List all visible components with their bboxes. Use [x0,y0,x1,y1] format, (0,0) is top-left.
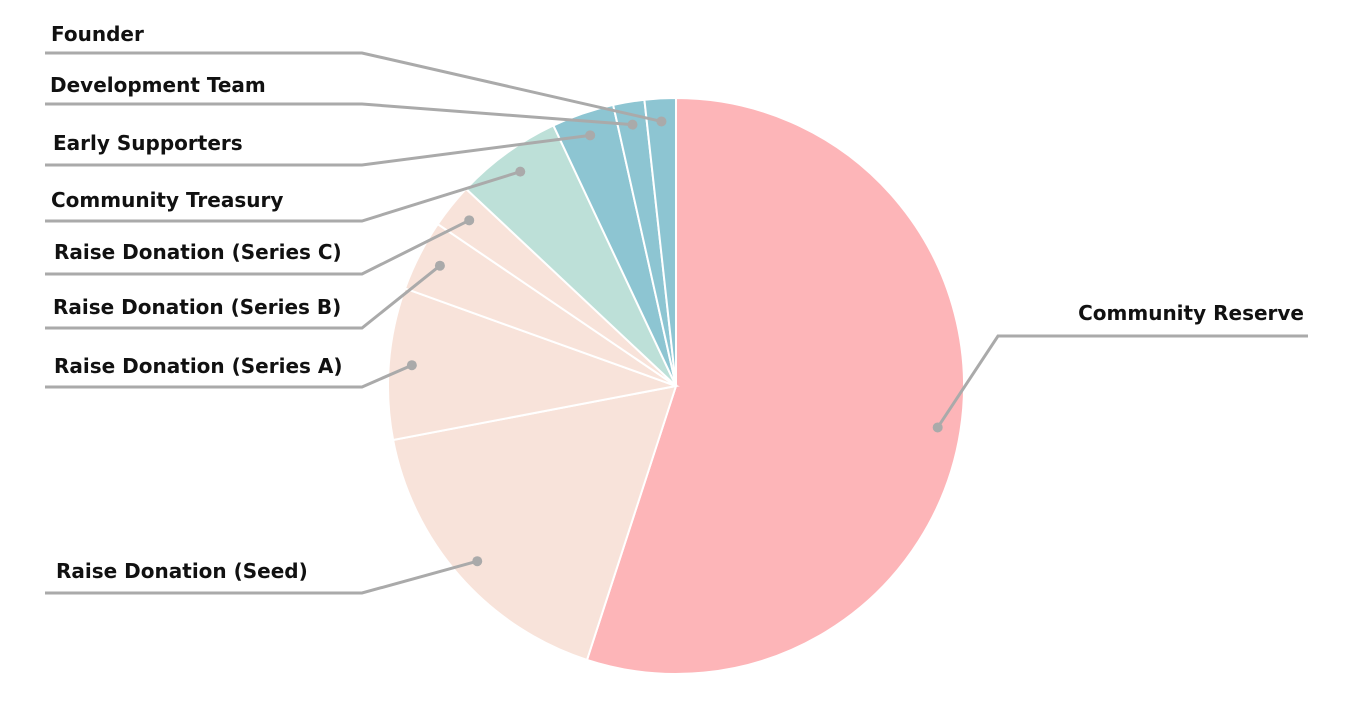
leader-line [45,133,591,167]
leader-line [45,51,662,123]
slice-label: Raise Donation (Seed) [56,559,308,583]
leader-line [45,170,521,223]
pie-slice [585,96,965,675]
pie-slice [643,96,677,387]
leader-line [936,334,1308,429]
leader-dot [627,119,638,130]
pie-slice [391,384,678,662]
leader-line [45,559,478,595]
slice-label: Raise Donation (Series C) [54,240,342,264]
slice-label: Early Supporters [53,131,243,155]
slice-label: Community Treasury [51,188,283,212]
leader-dot [656,116,667,127]
leader-dot [406,360,417,371]
leader-line [45,102,633,127]
slice-label: Community Reserve [1078,301,1304,325]
leader-dot [434,260,445,271]
slice-label: Raise Donation (Series A) [54,354,343,378]
leader-dot [585,130,596,141]
leader-line [45,218,470,276]
leader-dot [932,422,943,433]
leader-dot [472,556,483,567]
slice-label: Raise Donation (Series B) [53,295,341,319]
leader-dot [464,215,475,226]
leader-dot [515,166,526,177]
slice-label: Founder [51,22,144,46]
slice-label: Development Team [50,73,266,97]
leader-line [45,363,413,389]
leader-line [45,264,441,330]
